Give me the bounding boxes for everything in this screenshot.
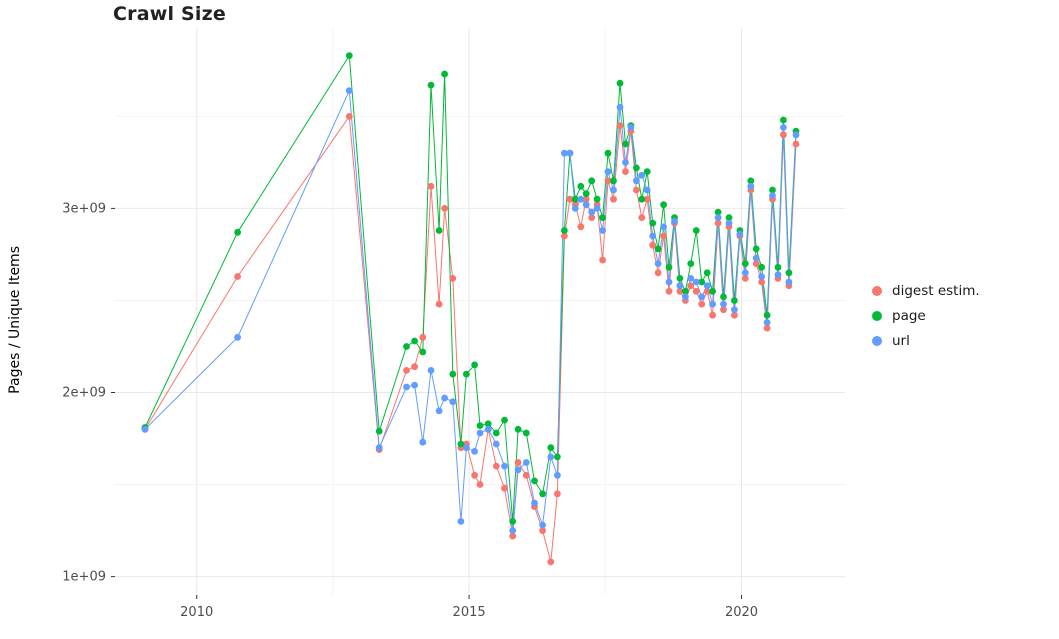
y-axis-label-text: Pages / Unique Items	[7, 245, 23, 394]
chart-title: Crawl Size	[113, 3, 226, 25]
legend-label-url: url	[892, 333, 910, 349]
legend-label-page: page	[892, 308, 926, 324]
svg-text:3e+09: 3e+09	[62, 201, 106, 216]
url-legend-dot-icon	[872, 336, 882, 346]
legend-item-digest: digest estim.	[872, 283, 980, 299]
page-legend-dot-icon	[872, 311, 882, 321]
legend-label-digest: digest estim.	[892, 283, 980, 299]
svg-text:2015: 2015	[453, 605, 486, 620]
legend-item-page: page	[872, 308, 980, 324]
svg-text:2010: 2010	[180, 605, 213, 620]
y-axis-label: Pages / Unique Items	[0, 0, 30, 639]
svg-text:2e+09: 2e+09	[62, 386, 106, 401]
svg-text:1e+09: 1e+09	[62, 570, 106, 585]
legend: digest estim. page url	[872, 283, 980, 349]
digest-legend-dot-icon	[872, 286, 882, 296]
legend-item-url: url	[872, 333, 980, 349]
svg-text:2020: 2020	[725, 605, 758, 620]
